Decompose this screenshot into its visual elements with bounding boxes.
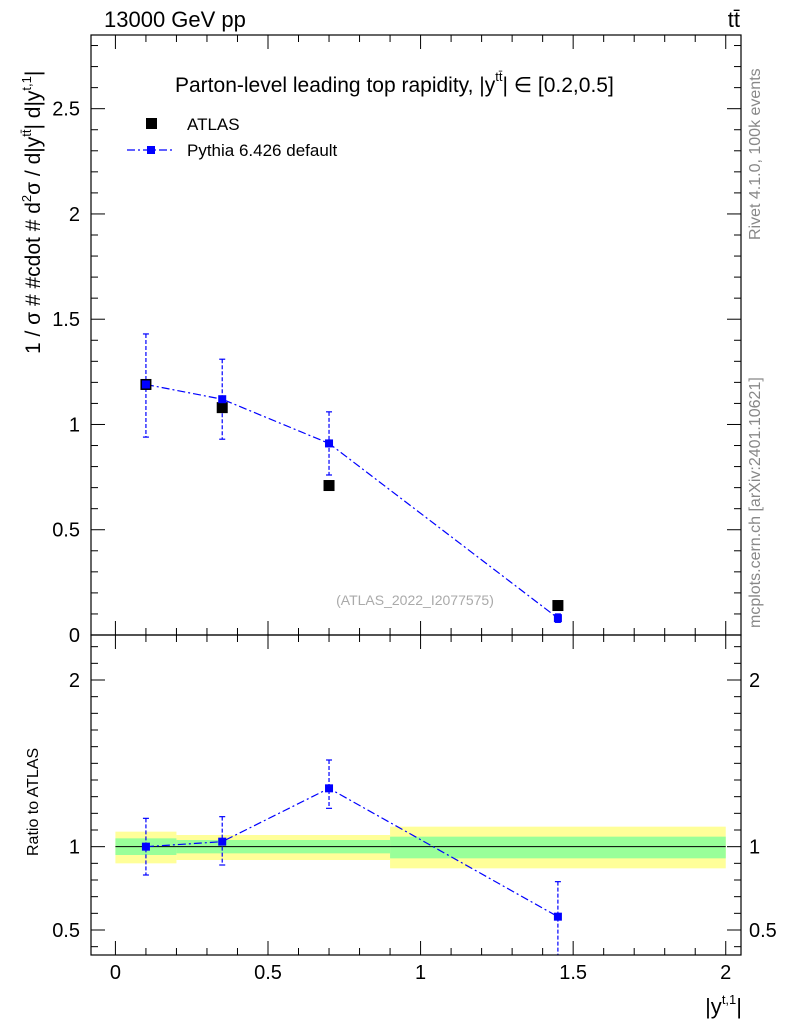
ratio-data-point xyxy=(141,842,150,851)
legend-pythia-label: Pythia 6.426 default xyxy=(187,141,338,160)
pythia-data-point xyxy=(141,380,150,389)
ratio-axis-ticks xyxy=(91,635,741,955)
ratio-band-green xyxy=(390,836,726,859)
atlas-data-point xyxy=(323,480,335,492)
y-label-sigma: σ / d|y xyxy=(22,136,45,195)
y-label-sup1: tt̄ xyxy=(19,129,34,137)
mcplots-label: mcplots.cern.ch [arXiv:2401.10621] xyxy=(747,377,764,628)
y-label-text: 1 / σ # #cdot # d xyxy=(22,202,45,354)
legend-pythia-marker xyxy=(147,146,155,154)
main-y-tick-labels: 0.5 1 1.5 2 2.5 xyxy=(52,99,80,542)
analysis-reference: (ATLAS_2022_I2077575) xyxy=(336,592,494,608)
main-plot-panel: 0.5 1 1.5 2 2.5 Parton-level leading top rap… xyxy=(19,34,742,647)
ratio-data-layer xyxy=(141,759,562,955)
ratio-y-tick-label-left: 0.5 xyxy=(52,920,80,942)
pythia-data-point xyxy=(553,614,562,623)
ratio-y-tick-labels: 0.5 0.5 1 1 2 2 xyxy=(52,670,777,942)
x-label-main: |y xyxy=(705,994,722,1019)
main-y-tick-label: 2 xyxy=(69,204,80,226)
x-tick-label: 0 xyxy=(110,962,121,984)
ratio-pythia-line xyxy=(145,787,559,918)
x-label-end: | xyxy=(736,994,742,1019)
ratio-data-point xyxy=(218,837,227,846)
chart-title: Parton-level leading top rapidity, |ytt̄… xyxy=(175,69,614,97)
ratio-y-tick-label-left: 1 xyxy=(69,837,80,859)
main-y-axis-label: 1 / σ # #cdot # d2σ / d|ytt̄| d|yt,1| xyxy=(19,71,45,354)
x-tick-labels: 0 0.5 1 1.5 2 xyxy=(110,962,731,984)
chart-title-tail: | ∈ [0.2,0.5] xyxy=(502,74,613,97)
x-tick-label: 2 xyxy=(720,962,731,984)
y-label-sup2: t,1 xyxy=(19,76,34,90)
legend: ATLAS Pythia 6.426 default xyxy=(127,115,338,160)
ratio-data-point xyxy=(553,912,562,921)
main-axis-ticks xyxy=(91,35,741,636)
ratio-y-tick-label-right: 2 xyxy=(749,670,760,692)
main-y-zero-label: 0 xyxy=(69,625,80,647)
x-tick-label: 1 xyxy=(415,962,426,984)
ratio-uncertainty-bands xyxy=(115,826,726,869)
atlas-data-point xyxy=(552,600,564,612)
y-label-mid: | d|y xyxy=(22,90,45,129)
y-label-sq: 2 xyxy=(19,195,34,202)
rivet-label: Rivet 4.1.0, 100k events xyxy=(747,68,764,240)
pythia-data-point xyxy=(325,439,334,448)
ratio-y-tick-label-right: 1 xyxy=(749,837,760,859)
ratio-frame xyxy=(90,634,742,956)
legend-atlas-label: ATLAS xyxy=(187,115,240,134)
x-tick-label: 1.5 xyxy=(559,962,587,984)
ratio-plot-panel: 0.5 0.5 1 1 2 2 0 0.5 1 1.5 2 Ratio to ATLAS |yt,… xyxy=(25,634,777,1019)
process-label: tt̄ xyxy=(728,7,740,32)
legend-atlas-marker xyxy=(146,118,157,129)
pythia-line xyxy=(145,383,559,619)
main-y-tick-label: 1.5 xyxy=(52,309,80,331)
atlas-data-point xyxy=(216,402,228,414)
ratio-y-axis-label: Ratio to ATLAS xyxy=(25,748,42,856)
ratio-y-tick-label-left: 2 xyxy=(69,670,80,692)
main-y-tick-label: 2.5 xyxy=(52,99,80,121)
main-y-tick-label: 1 xyxy=(69,414,80,436)
energy-label: 13000 GeV pp xyxy=(104,7,246,32)
main-y-tick-label: 0.5 xyxy=(52,520,80,542)
chart-title-main: Parton-level leading top rapidity, |y xyxy=(175,74,496,97)
main-data-layer xyxy=(140,333,564,623)
y-label-end: | xyxy=(22,71,45,76)
x-axis-label: |yt,1| xyxy=(705,992,742,1019)
pythia-data-point xyxy=(218,395,227,404)
x-label-sup: t,1 xyxy=(722,992,736,1007)
ratio-y-tick-label-right: 0.5 xyxy=(749,920,777,942)
chart-title-sup: tt̄ xyxy=(495,69,503,84)
x-tick-label: 0.5 xyxy=(254,962,282,984)
ratio-data-point xyxy=(325,784,334,793)
